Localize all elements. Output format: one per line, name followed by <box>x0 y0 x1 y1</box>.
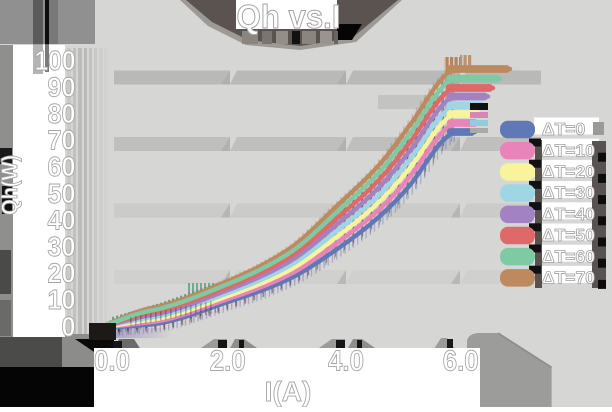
svg-text:0.0: 0.0 <box>94 346 130 378</box>
svg-text:4.0: 4.0 <box>328 346 364 378</box>
svg-text:ΔT=60: ΔT=60 <box>542 246 595 266</box>
svg-text:2.0: 2.0 <box>210 346 246 378</box>
svg-text:ΔT=40: ΔT=40 <box>542 204 595 224</box>
svg-text:ΔT=20: ΔT=20 <box>542 162 595 182</box>
svg-text:100: 100 <box>35 45 76 76</box>
svg-text:90: 90 <box>48 71 76 102</box>
svg-text:10: 10 <box>48 284 76 315</box>
svg-text:60: 60 <box>48 151 76 182</box>
svg-text:6.0: 6.0 <box>443 346 479 378</box>
svg-text:I(A): I(A) <box>265 376 312 407</box>
svg-text:50: 50 <box>48 178 76 209</box>
svg-text:30: 30 <box>48 231 76 262</box>
svg-text:ΔT=70: ΔT=70 <box>542 268 595 288</box>
svg-text:40: 40 <box>48 204 76 235</box>
svg-text:Qh(W): Qh(W) <box>0 155 22 215</box>
svg-text:ΔT=50: ΔT=50 <box>542 225 595 245</box>
svg-text:ΔT=10: ΔT=10 <box>542 140 595 160</box>
svg-text:ΔT=30: ΔT=30 <box>542 183 595 203</box>
svg-text:0: 0 <box>62 311 76 342</box>
svg-text:80: 80 <box>48 98 76 129</box>
svg-text:20: 20 <box>48 258 76 289</box>
svg-text:ΔT=0: ΔT=0 <box>542 119 585 139</box>
svg-text:Qh vs.I: Qh vs.I <box>237 0 341 35</box>
svg-text:70: 70 <box>48 125 76 156</box>
